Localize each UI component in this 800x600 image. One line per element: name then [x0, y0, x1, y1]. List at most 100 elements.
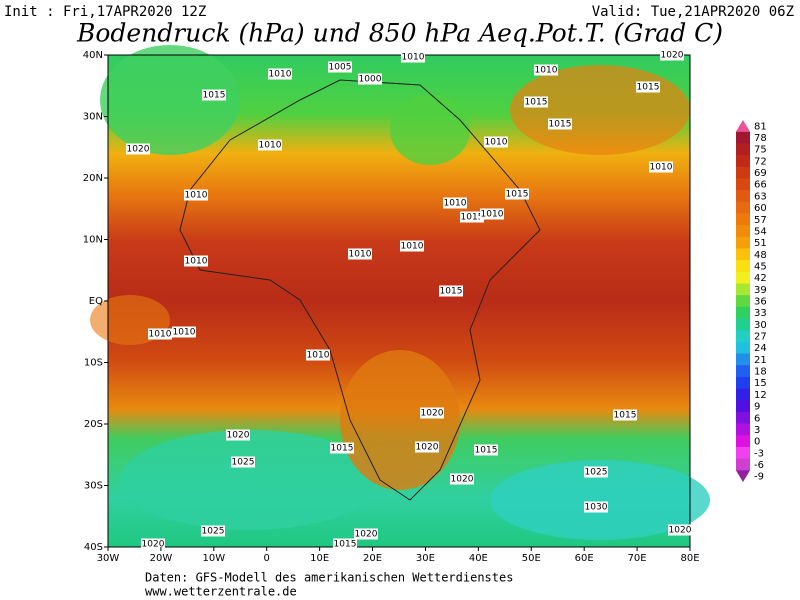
isobar-label-box — [505, 188, 529, 200]
colorbar-label: 60 — [754, 203, 767, 214]
colorbar-label: 36 — [754, 297, 767, 308]
isobar-label: 1010 — [444, 199, 467, 209]
isobar-label-box — [484, 136, 508, 148]
colorbar-swatch — [736, 341, 750, 355]
colorbar-label: 72 — [754, 156, 767, 167]
isobar-label-box — [202, 89, 226, 101]
isobar-label: 1010 — [650, 163, 673, 173]
isobar-label-box — [354, 528, 378, 540]
colorbar-label: 51 — [754, 238, 767, 249]
colorbar-label: 27 — [754, 332, 767, 343]
isobar-label: 1015 — [331, 444, 354, 454]
isobar-label: 1025 — [202, 527, 225, 537]
isobar-label-box — [328, 61, 352, 73]
isobar-label: 1010 — [481, 210, 504, 220]
colorbar-swatch — [736, 470, 750, 482]
colorbar-swatch — [736, 166, 750, 179]
colorbar-swatch — [736, 446, 750, 460]
colorbar-label: 45 — [754, 261, 767, 272]
isobar-label-box — [306, 349, 330, 361]
isobar-label-box — [184, 255, 208, 267]
isobar-label-box — [450, 473, 474, 485]
isobar-label-box — [613, 409, 637, 421]
lon-label: 50E — [522, 553, 541, 564]
colorbar-swatch — [736, 248, 750, 261]
colorbar-label: 66 — [754, 180, 767, 191]
colorbar-label: 69 — [754, 168, 767, 179]
colorbar-label: -9 — [754, 472, 764, 483]
website: www.wetterzentrale.de — [145, 585, 297, 599]
isobar-label: 1015 — [506, 190, 529, 200]
lon-label: 30W — [97, 553, 120, 564]
isobar-label-box — [415, 441, 439, 453]
colorbar-swatch — [736, 458, 750, 471]
isobar-label-box — [126, 143, 150, 155]
lat-label: 30S — [84, 481, 103, 492]
map-title: Bodendruck (hPa) und 850 hPa Aeq.Pot.T. … — [76, 19, 723, 48]
colorbar-label: -3 — [754, 448, 764, 459]
colorbar-label: 9 — [754, 402, 760, 413]
isobar-label-box — [660, 49, 684, 61]
colorbar: 8178757269666360575451484542393633302724… — [736, 120, 767, 483]
isobar-label: 1020 — [451, 475, 474, 485]
isobar-label: 1010 — [401, 242, 424, 252]
colorbar-swatch — [736, 423, 750, 436]
isobar-label-box — [649, 161, 673, 173]
colorbar-swatch — [736, 225, 750, 238]
lat-label: 10S — [84, 358, 103, 369]
colorbar-swatch — [736, 131, 750, 144]
colorbar-swatch — [736, 295, 750, 308]
isobar-label: 1005 — [329, 63, 352, 73]
lon-label: 70E — [628, 553, 647, 564]
colorbar-swatch — [736, 190, 750, 203]
colorbar-swatch — [736, 435, 750, 448]
lon-label: 20W — [150, 553, 173, 564]
isobar-label-box — [148, 328, 172, 340]
isobar-label-box — [480, 208, 504, 220]
colorbar-label: 54 — [754, 226, 767, 237]
colorbar-swatch — [736, 143, 750, 156]
colorbar-swatch — [736, 155, 750, 168]
isobar-label-box — [231, 456, 255, 468]
isobar-label: 1010 — [485, 138, 508, 148]
isobar-label-box — [420, 407, 444, 419]
lat-label: 30N — [83, 112, 103, 123]
lon-label: 40E — [469, 553, 488, 564]
lat-label: 20S — [84, 419, 103, 430]
isobar-label-box — [226, 429, 250, 441]
isobar-label: 1020 — [661, 51, 684, 61]
colorbar-label: 30 — [754, 320, 767, 331]
isobar-label: 1010 — [185, 191, 208, 201]
colorbar-swatch — [736, 411, 750, 425]
isobar-label-box — [584, 466, 608, 478]
isobar-label-box — [333, 538, 357, 550]
isobar-label: 1015 — [203, 91, 226, 101]
isobar-label: 1015 — [475, 446, 498, 456]
isobar-label: 1020 — [142, 540, 165, 550]
isobar-label: 1010 — [307, 351, 330, 361]
colorbar-label: 6 — [754, 413, 760, 424]
colorbar-swatch — [736, 201, 750, 214]
isobar-label-box — [400, 240, 424, 252]
isobar-label-box — [358, 73, 382, 85]
colorbar-swatch — [736, 213, 750, 226]
isobar-label: 1030 — [585, 503, 608, 513]
isobar-label-box — [524, 96, 548, 108]
colorbar-label: 42 — [754, 273, 767, 284]
isobar-label: 1010 — [402, 53, 425, 63]
isobar-label: 1020 — [127, 145, 150, 155]
colorbar-swatch — [736, 318, 750, 331]
isobar-label: 1010 — [173, 328, 196, 338]
colorbar-label: 39 — [754, 285, 767, 296]
isobar-label: 1025 — [232, 458, 255, 468]
isobar-label-box — [330, 442, 354, 454]
map-field — [90, 45, 710, 547]
isobar-label-box — [184, 189, 208, 201]
colorbar-label: 18 — [754, 367, 767, 378]
colorbar-swatch — [736, 365, 750, 378]
colorbar-label: 24 — [754, 343, 767, 354]
isobar-label: 1015 — [334, 540, 357, 550]
isobar-label: 1015 — [525, 98, 548, 108]
